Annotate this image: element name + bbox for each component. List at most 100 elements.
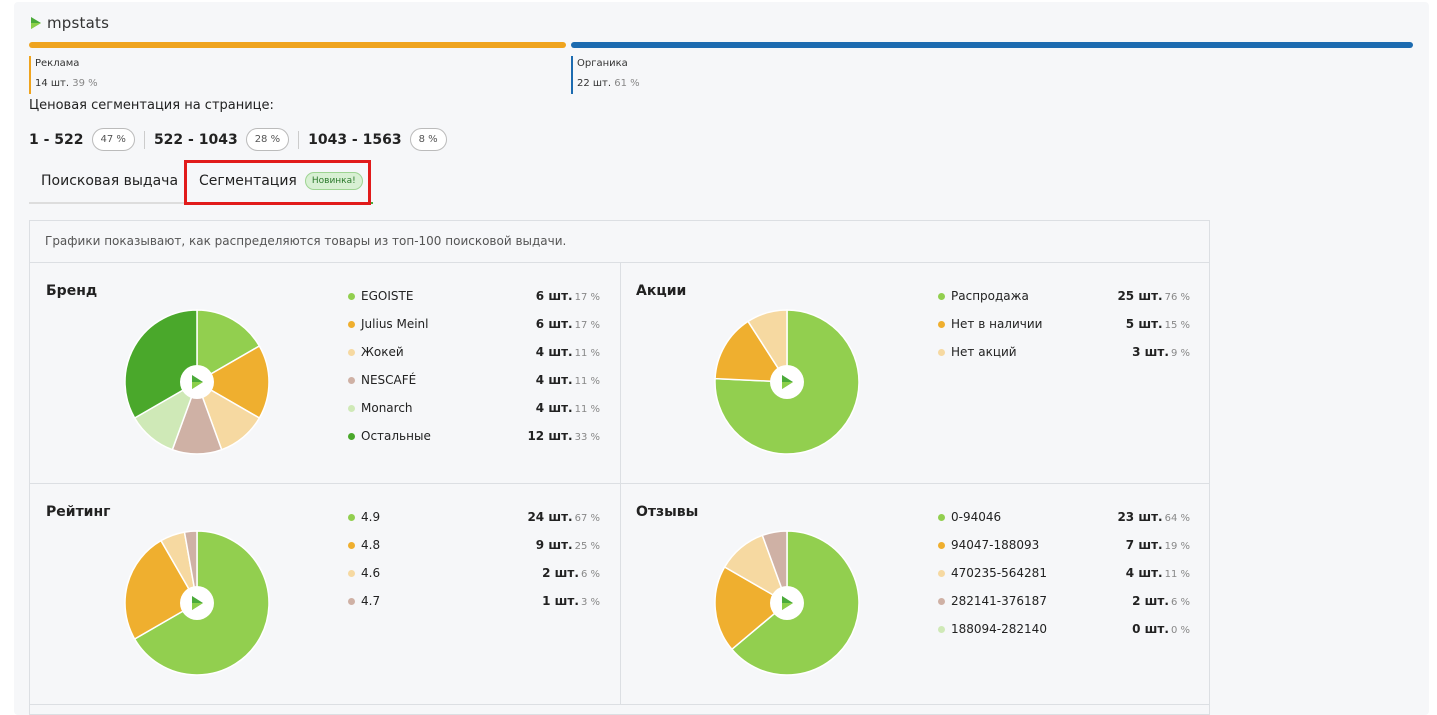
- brand-card: Бренд EGOISTE 6 шт. 17 % Julius Meinl 6 шт. 1…: [30, 262, 620, 483]
- legend-value: 25 шт. 76 %: [1117, 289, 1190, 303]
- pie-slice[interactable]: [747, 309, 788, 385]
- rating-legend: 4.9 24 шт. 67 % 4.8 9 шт. 25 % 4.6 2 шт. 6 % 4.7 1…: [348, 503, 600, 615]
- legend-item[interactable]: Остальные 12 шт. 33 %: [348, 422, 600, 450]
- organic-share-bar: [571, 42, 1413, 48]
- mpstats-logo-icon: [192, 375, 203, 389]
- legend-label: 94047-188093: [951, 538, 1040, 552]
- organic-value: 22 шт. 61 %: [577, 78, 640, 89]
- legend-value: 6 шт. 17 %: [536, 317, 600, 331]
- tab-search-results[interactable]: Поисковая выдача: [41, 160, 178, 202]
- legend-dot-icon: [348, 541, 355, 549]
- price-range[interactable]: 1 - 522 47 %: [29, 128, 135, 151]
- legend-label: Распродажа: [951, 289, 1029, 303]
- ads-value: 14 шт. 39 %: [35, 78, 98, 89]
- legend-label: Нет акций: [951, 345, 1017, 359]
- price-range[interactable]: 522 - 1043 28 %: [154, 128, 290, 151]
- promotions-pie-chart[interactable]: [714, 309, 860, 455]
- legend-item[interactable]: 282141-376187 2 шт. 6 %: [938, 587, 1190, 615]
- legend-label: 4.9: [361, 510, 381, 524]
- rating-pie-chart[interactable]: [124, 530, 270, 676]
- legend-item[interactable]: 4.9 24 шт. 67 %: [348, 503, 600, 531]
- legend-dot-icon: [348, 597, 355, 605]
- legend-label: 188094-282140: [951, 622, 1047, 636]
- legend-dot-icon: [938, 320, 945, 328]
- pie-slice[interactable]: [196, 309, 261, 384]
- legend-count: 6 шт.: [535, 289, 573, 303]
- legend-count: 4 шт.: [535, 345, 573, 359]
- pie-slice[interactable]: [195, 344, 270, 420]
- legend-item[interactable]: Monarch 4 шт. 11 %: [348, 394, 600, 422]
- divider: [298, 130, 300, 149]
- legend-pct: 11 %: [574, 404, 600, 415]
- reviews-card: Отзывы 0-94046 23 шт. 64 % 94047-188093 7 шт…: [620, 483, 1210, 704]
- legend-item[interactable]: 4.7 1 шт. 3 %: [348, 587, 600, 615]
- legend-item[interactable]: NESCAFÉ 4 шт. 11 %: [348, 366, 600, 394]
- legend-count: 3 шт.: [1132, 345, 1169, 359]
- legend-label: EGOISTE: [361, 289, 414, 303]
- legend-item[interactable]: 4.8 9 шт. 25 %: [348, 531, 600, 559]
- legend-dot-icon: [938, 541, 945, 549]
- card-title: Отзывы: [636, 504, 699, 520]
- legend-pct: 25 %: [574, 541, 600, 552]
- pie-slice[interactable]: [714, 320, 789, 383]
- legend-value: 6 шт. 17 %: [536, 289, 600, 303]
- legend-label: Нет в наличии: [951, 317, 1043, 331]
- legend-dot-icon: [348, 569, 355, 577]
- legend-value: 12 шт. 33 %: [527, 429, 600, 443]
- tab-search-results-label: Поисковая выдача: [41, 173, 179, 189]
- legend-label: Julius Meinl: [361, 317, 429, 331]
- legend-dot-icon: [348, 513, 355, 521]
- legend-count: 24 шт.: [527, 510, 573, 524]
- promotions-card: Акции Распродажа 25 шт. 76 % Нет в наличии 5…: [620, 262, 1210, 483]
- price-range[interactable]: 1043 - 1563 8 %: [308, 128, 447, 151]
- pie-slice[interactable]: [124, 309, 198, 420]
- legend-pct: 11 %: [1164, 569, 1190, 580]
- legend-value: 0 шт. 0 %: [1132, 622, 1190, 636]
- legend-value: 4 шт. 11 %: [1126, 566, 1190, 580]
- legend-label: Остальные: [361, 429, 431, 443]
- legend-item[interactable]: Жокей 4 шт. 11 %: [348, 338, 600, 366]
- legend-pct: 76 %: [1164, 292, 1190, 303]
- segmentation-grid: Графики показывают, как распределяются т…: [29, 220, 1210, 715]
- pie-slice[interactable]: [124, 539, 199, 641]
- ads-count: 14 шт.: [35, 78, 70, 89]
- legend-value: 2 шт. 6 %: [542, 566, 600, 580]
- mpstats-logo-icon: [31, 17, 41, 29]
- pie-slice[interactable]: [714, 565, 789, 651]
- legend-dot-icon: [938, 513, 945, 521]
- legend-item[interactable]: 188094-282140 0 шт. 0 %: [938, 615, 1190, 643]
- legend-item[interactable]: Нет акций 3 шт. 9 %: [938, 338, 1190, 366]
- legend-item[interactable]: EGOISTE 6 шт. 17 %: [348, 282, 600, 310]
- legend-count: 4 шт.: [535, 373, 573, 387]
- legend-dot-icon: [938, 348, 945, 356]
- legend-item[interactable]: 470235-564281 4 шт. 11 %: [938, 559, 1190, 587]
- legend-label: NESCAFÉ: [361, 373, 417, 387]
- app-logo[interactable]: mpstats: [30, 14, 109, 32]
- legend-pct: 17 %: [574, 320, 600, 331]
- legend-pct: 6 %: [1170, 597, 1190, 608]
- mpstats-logo-icon: [782, 596, 793, 610]
- legend-item[interactable]: 0-94046 23 шт. 64 %: [938, 503, 1190, 531]
- reviews-pie-chart[interactable]: [714, 530, 860, 676]
- legend-count: 23 шт.: [1117, 510, 1163, 524]
- new-badge: Новинка!: [304, 172, 363, 190]
- pie-slice[interactable]: [183, 530, 198, 604]
- legend-dot-icon: [348, 292, 355, 300]
- legend-label: 470235-564281: [951, 566, 1047, 580]
- legend-label: Monarch: [361, 401, 413, 415]
- brand-pie-chart[interactable]: [124, 309, 270, 455]
- legend-item[interactable]: Распродажа 25 шт. 76 %: [938, 282, 1190, 310]
- legend-item[interactable]: 94047-188093 7 шт. 19 %: [938, 531, 1190, 559]
- legend-item[interactable]: Julius Meinl 6 шт. 17 %: [348, 310, 600, 338]
- price-segmentation-title: Ценовая сегментация на странице:: [29, 98, 274, 113]
- card-title: Рейтинг: [46, 504, 111, 520]
- legend-item[interactable]: Нет в наличии 5 шт. 15 %: [938, 310, 1190, 338]
- tab-segmentation-label: Сегментация: [199, 173, 297, 189]
- legend-count: 2 шт.: [542, 566, 579, 580]
- pie-slice[interactable]: [761, 530, 788, 604]
- legend-count: 1 шт.: [542, 594, 579, 608]
- organic-pct: 61 %: [614, 78, 640, 89]
- legend-item[interactable]: 4.6 2 шт. 6 %: [348, 559, 600, 587]
- divider: [30, 704, 1209, 705]
- grid-note: Графики показывают, как распределяются т…: [45, 234, 567, 248]
